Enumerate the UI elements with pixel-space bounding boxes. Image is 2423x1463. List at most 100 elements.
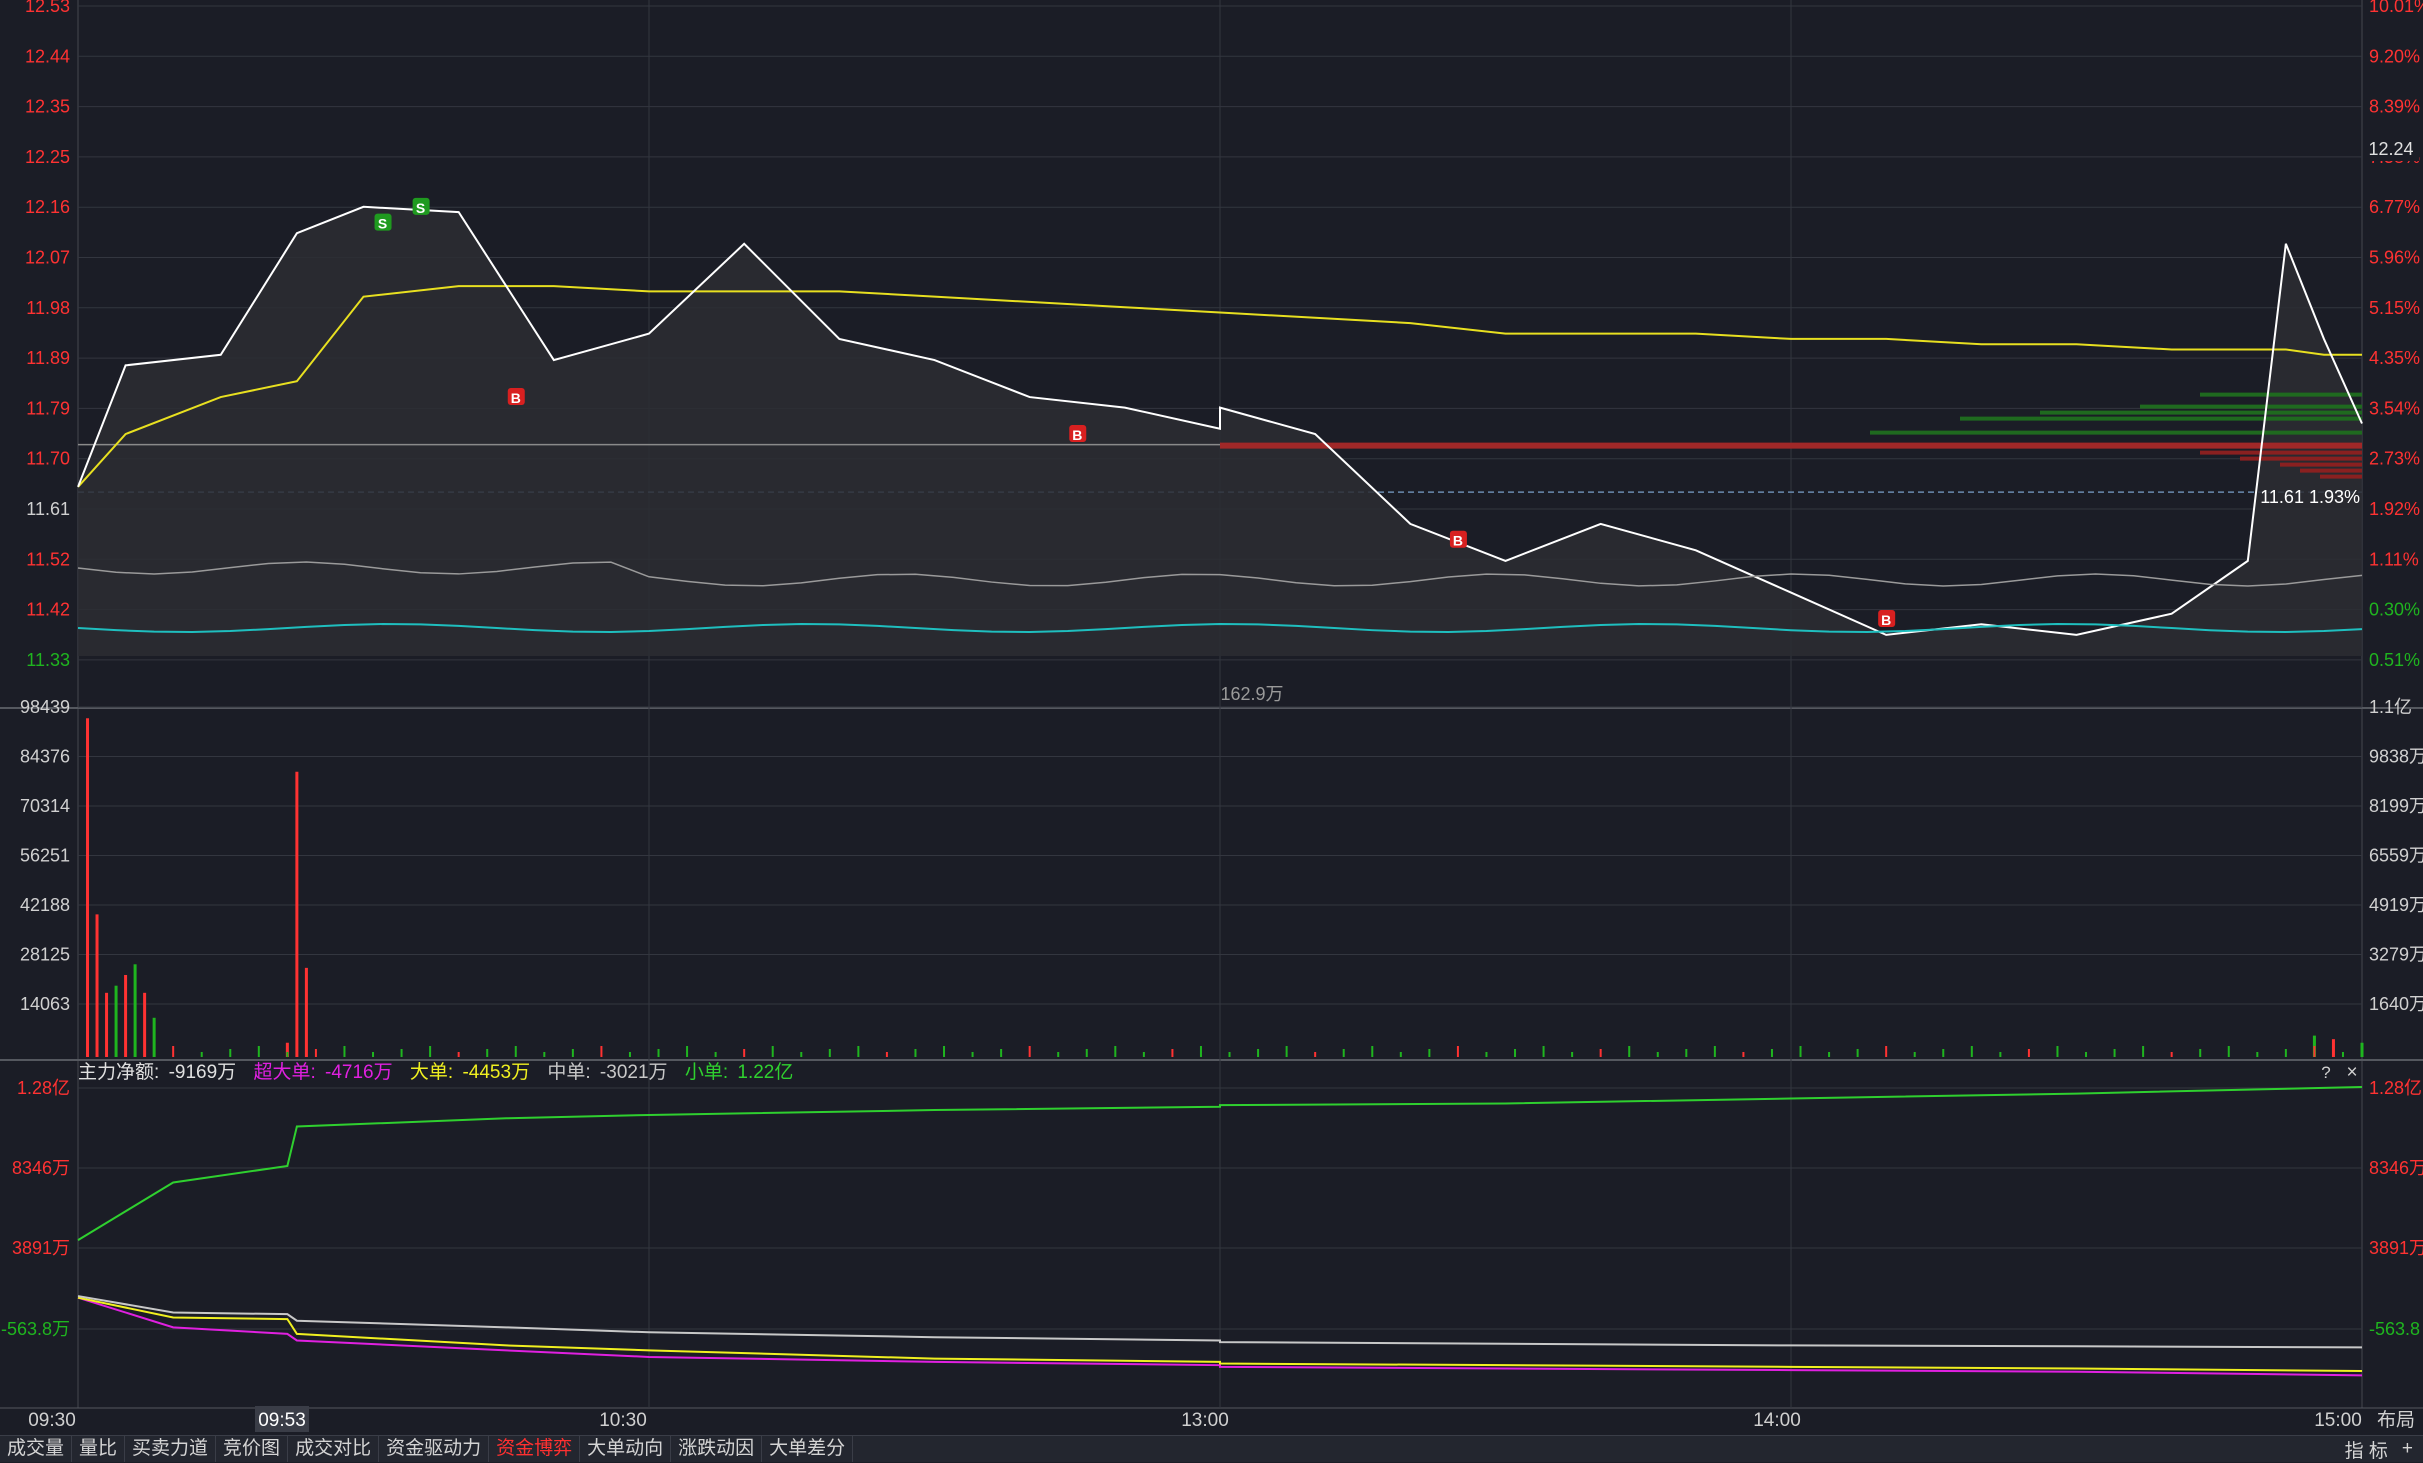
sell-marker: S	[412, 197, 430, 216]
volume-bar-minor	[800, 1052, 803, 1057]
bid-depth-bar	[1870, 430, 2362, 435]
tab-volume[interactable]: 成交量	[0, 1436, 73, 1462]
volume-bar-minor	[400, 1049, 403, 1057]
tab-volume-ratio[interactable]: 量比	[72, 1436, 126, 1462]
price-tick-right: 4.35%	[2369, 348, 2420, 368]
volume-bar-minor	[1085, 1049, 1088, 1057]
price-tick-left: 12.53	[25, 0, 70, 16]
small-order-line	[77, 1086, 2363, 1241]
volume-bar-minor	[1514, 1049, 1517, 1057]
volume-bar-minor	[314, 1049, 317, 1057]
volume-bar-minor	[2085, 1052, 2088, 1057]
price-tick-left: 11.33	[26, 650, 70, 670]
tab-volume-compare[interactable]: 成交对比	[288, 1436, 380, 1462]
buy-marker: B	[507, 388, 525, 406]
tab-change-cause[interactable]: 涨跌动因	[671, 1436, 763, 1462]
marker-label: B	[511, 390, 521, 406]
tab-auction-chart[interactable]: 竞价图	[216, 1436, 289, 1462]
price-area-fill	[78, 206, 2362, 657]
volume-bar-minor	[2142, 1046, 2145, 1057]
super-order-value: -4716万	[325, 1062, 393, 1083]
price-tick-right: 0.30%	[2369, 600, 2420, 620]
fund-tick-left: 1.28亿	[17, 1078, 70, 1098]
volume-bar-minor	[429, 1046, 432, 1057]
tab-fund-game[interactable]: 资金博弈	[489, 1436, 581, 1462]
indicator-button[interactable]: 指 标	[2344, 1440, 2388, 1462]
volume-bar-minor	[1856, 1049, 1859, 1057]
fund-tick-right: 3891万	[2369, 1238, 2423, 1258]
main-net-label: 主力净额:	[78, 1061, 159, 1083]
time-cursor-highlight	[255, 1406, 309, 1432]
volume-tick-left: 70314	[20, 796, 70, 816]
volume-bar-minor	[1970, 1046, 1973, 1057]
help-icon[interactable]: ?	[2321, 1063, 2330, 1082]
super-order-line	[77, 1296, 2363, 1377]
tab-big-order-diff[interactable]: 大单差分	[762, 1436, 854, 1462]
trade-markers: S S B B B B	[374, 197, 1896, 628]
volume-bar-minor	[2313, 1046, 2316, 1057]
volume-bar-minor	[657, 1049, 660, 1057]
volume-bar-minor	[1542, 1046, 1545, 1057]
volume-bar	[304, 967, 308, 1057]
volume-bars	[86, 718, 2364, 1057]
volume-tick-left: 14063	[20, 994, 70, 1014]
volume-bar-minor	[1942, 1049, 1945, 1057]
mid-order-value: -3021万	[600, 1062, 668, 1083]
volume-bar-minor	[1485, 1052, 1488, 1057]
volume-tick-right: 1640万	[2369, 994, 2423, 1014]
volume-bar-minor	[1913, 1052, 1916, 1057]
close-icon[interactable]: ×	[2346, 1062, 2357, 1083]
price-tick-left: 11.79	[26, 398, 70, 418]
volume-bar-minor	[1742, 1052, 1745, 1057]
tabbar-right-controls: 指 标 +	[2345, 1436, 2413, 1462]
volume-bar	[114, 985, 118, 1057]
volume-bar-minor	[1828, 1052, 1831, 1057]
cyan-indicator-line	[77, 623, 2363, 633]
axis-labels: 12.5310.01%12.449.20%12.358.39%12.257.58…	[1, 0, 2423, 1339]
marker-badge	[412, 197, 430, 215]
volume-bar-minor	[2256, 1052, 2259, 1057]
volume-bar-minor	[686, 1046, 689, 1057]
volume-bar-minor	[372, 1052, 375, 1057]
ask-depth-bar	[1220, 442, 2362, 449]
volume-bar-minor	[1228, 1052, 1231, 1057]
volume-bar-minor	[1057, 1052, 1060, 1057]
volume-bar-minor	[1428, 1049, 1431, 1057]
fund-tick-right: 8346万	[2369, 1158, 2423, 1178]
tab-fund-drive[interactable]: 资金驱动力	[379, 1436, 490, 1462]
bid-depth-bar	[2200, 392, 2362, 397]
fund-legend: 主力净额: -9169万 超大单: -4716万 大单: -4453万 中单: …	[78, 1061, 793, 1083]
volume-bar-minor	[257, 1046, 260, 1057]
plus-icon[interactable]: +	[2401, 1438, 2413, 1459]
volume-bar-minor	[1770, 1049, 1773, 1057]
layout-button[interactable]: 布局	[2377, 1409, 2415, 1431]
volume-bar-minor	[1199, 1046, 1202, 1057]
price-tick-left: 12.35	[25, 97, 70, 117]
ask-depth-bar	[2240, 456, 2362, 461]
tab-big-order-trend[interactable]: 大单动向	[580, 1436, 672, 1462]
volume-bar-minor	[1456, 1046, 1459, 1057]
volume-bar	[143, 992, 147, 1057]
marker-label: B	[1453, 533, 1463, 549]
volume-bar-minor	[229, 1049, 232, 1057]
volume-bar-minor	[600, 1046, 603, 1057]
fund-flow-lines	[77, 1086, 2363, 1377]
price-tick-right: 1.11%	[2369, 549, 2419, 569]
volume-bar-minor	[1399, 1052, 1402, 1057]
main-net-value: -9169万	[169, 1062, 237, 1083]
large-order-label: 大单:	[410, 1061, 453, 1083]
last-price-tag: 12.24	[2368, 139, 2413, 159]
tab-buy-sell-force[interactable]: 买卖力道	[125, 1436, 217, 1462]
marker-badge	[374, 213, 392, 231]
volume-bar-minor	[1171, 1049, 1174, 1057]
volume-tick-left: 42188	[20, 895, 70, 915]
volume-bar-minor	[2170, 1052, 2173, 1057]
average-price-line	[77, 285, 2362, 488]
mid-order-label: 中单:	[547, 1061, 590, 1083]
volume-tick-right: 6559万	[2369, 846, 2423, 866]
volume-bar-minor	[1371, 1046, 1374, 1057]
volume-bar-minor	[714, 1052, 717, 1057]
volume-bar-minor	[2199, 1049, 2202, 1057]
